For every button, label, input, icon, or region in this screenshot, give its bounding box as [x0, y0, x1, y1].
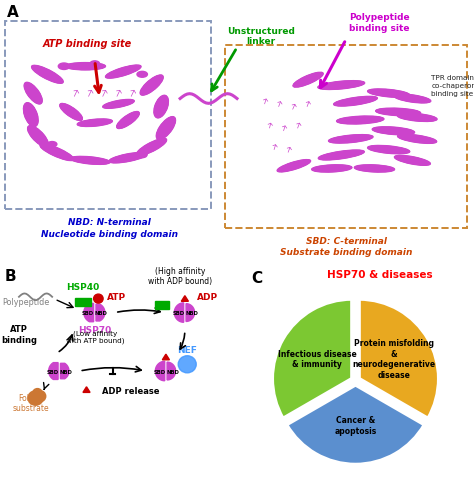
Polygon shape — [155, 362, 165, 381]
Text: HSP70: HSP70 — [78, 325, 111, 334]
Circle shape — [28, 391, 43, 406]
Ellipse shape — [109, 153, 147, 163]
Wedge shape — [272, 300, 352, 419]
Ellipse shape — [397, 114, 437, 122]
Text: NBD: NBD — [166, 369, 179, 374]
Text: B: B — [5, 268, 17, 283]
Text: ADP: ADP — [197, 292, 218, 301]
Wedge shape — [359, 300, 439, 419]
Text: HSP70 & diseases: HSP70 & diseases — [327, 269, 433, 279]
Ellipse shape — [312, 165, 352, 173]
Text: Infectious disease
& immunity: Infectious disease & immunity — [278, 349, 356, 368]
Wedge shape — [287, 385, 424, 465]
Ellipse shape — [154, 96, 168, 119]
Text: Polypeptide
binding site: Polypeptide binding site — [349, 13, 410, 33]
Circle shape — [90, 62, 100, 67]
Ellipse shape — [65, 63, 106, 71]
Ellipse shape — [103, 100, 134, 109]
Ellipse shape — [328, 135, 373, 144]
Ellipse shape — [277, 160, 310, 173]
Ellipse shape — [372, 127, 415, 136]
Text: SBD: C-terminal
Substrate binding domain: SBD: C-terminal Substrate binding domain — [280, 236, 412, 257]
Ellipse shape — [117, 112, 139, 129]
Bar — [155, 302, 170, 309]
Ellipse shape — [355, 165, 394, 173]
Circle shape — [34, 391, 46, 402]
Text: NEF: NEF — [177, 345, 197, 354]
Circle shape — [137, 153, 147, 158]
Ellipse shape — [394, 95, 431, 103]
Ellipse shape — [368, 146, 410, 154]
Polygon shape — [83, 387, 90, 392]
Text: SBD: SBD — [153, 369, 165, 374]
Circle shape — [33, 389, 42, 398]
Polygon shape — [174, 303, 184, 323]
Polygon shape — [84, 304, 94, 322]
Text: C: C — [252, 270, 263, 285]
Text: SBD: SBD — [172, 310, 184, 315]
Text: ATP
binding: ATP binding — [1, 325, 37, 344]
Ellipse shape — [106, 66, 141, 79]
Ellipse shape — [156, 118, 175, 140]
Ellipse shape — [70, 157, 110, 165]
Polygon shape — [96, 305, 105, 321]
Text: NBD: N-terminal
Nucleotide binding domain: NBD: N-terminal Nucleotide binding domai… — [40, 218, 178, 238]
Text: NBD: NBD — [95, 310, 108, 315]
Polygon shape — [167, 363, 175, 380]
Ellipse shape — [24, 83, 42, 105]
Text: SBD: SBD — [82, 310, 94, 315]
Text: TPR domain
co-chaperone
binding site: TPR domain co-chaperone binding site — [431, 75, 474, 97]
Ellipse shape — [293, 73, 323, 88]
Ellipse shape — [394, 156, 430, 166]
Text: Unstructured
linker: Unstructured linker — [227, 27, 295, 46]
Ellipse shape — [376, 109, 420, 117]
Text: HSP40: HSP40 — [66, 283, 100, 291]
Polygon shape — [49, 363, 58, 380]
Text: Polypeptide: Polypeptide — [2, 297, 50, 306]
Circle shape — [47, 142, 57, 148]
Ellipse shape — [368, 90, 410, 98]
Bar — [75, 298, 91, 306]
Text: Protein misfolding
&
neurodegenerative
disease: Protein misfolding & neurodegenerative d… — [352, 339, 436, 379]
Ellipse shape — [137, 139, 167, 156]
Ellipse shape — [318, 81, 365, 90]
Text: ADP release: ADP release — [102, 386, 159, 395]
Text: SBD: SBD — [46, 369, 59, 374]
Circle shape — [94, 294, 103, 304]
Polygon shape — [181, 296, 189, 302]
Text: (Low affinity
with ATP bound): (Low affinity with ATP bound) — [65, 329, 124, 344]
Ellipse shape — [60, 104, 82, 121]
Text: Folded
substrate: Folded substrate — [12, 393, 49, 412]
Ellipse shape — [319, 151, 364, 161]
Ellipse shape — [32, 66, 63, 84]
Circle shape — [58, 64, 70, 70]
Text: ATP: ATP — [107, 292, 126, 301]
Polygon shape — [162, 354, 170, 360]
Circle shape — [178, 356, 196, 373]
Ellipse shape — [40, 145, 74, 161]
Text: NBD: NBD — [185, 310, 198, 315]
Circle shape — [137, 72, 147, 78]
Ellipse shape — [337, 117, 384, 125]
Ellipse shape — [334, 97, 377, 107]
Polygon shape — [186, 304, 194, 322]
Ellipse shape — [140, 76, 163, 96]
Text: (High affinity
with ADP bound): (High affinity with ADP bound) — [148, 266, 212, 285]
Ellipse shape — [24, 103, 38, 127]
Text: NBD: NBD — [59, 369, 73, 374]
Polygon shape — [61, 364, 69, 379]
Text: Cancer &
apoptosis: Cancer & apoptosis — [334, 415, 377, 435]
Ellipse shape — [398, 135, 437, 144]
Ellipse shape — [77, 120, 112, 127]
Text: A: A — [7, 5, 19, 20]
Ellipse shape — [27, 126, 48, 147]
Text: ATP binding site: ATP binding site — [43, 39, 132, 49]
